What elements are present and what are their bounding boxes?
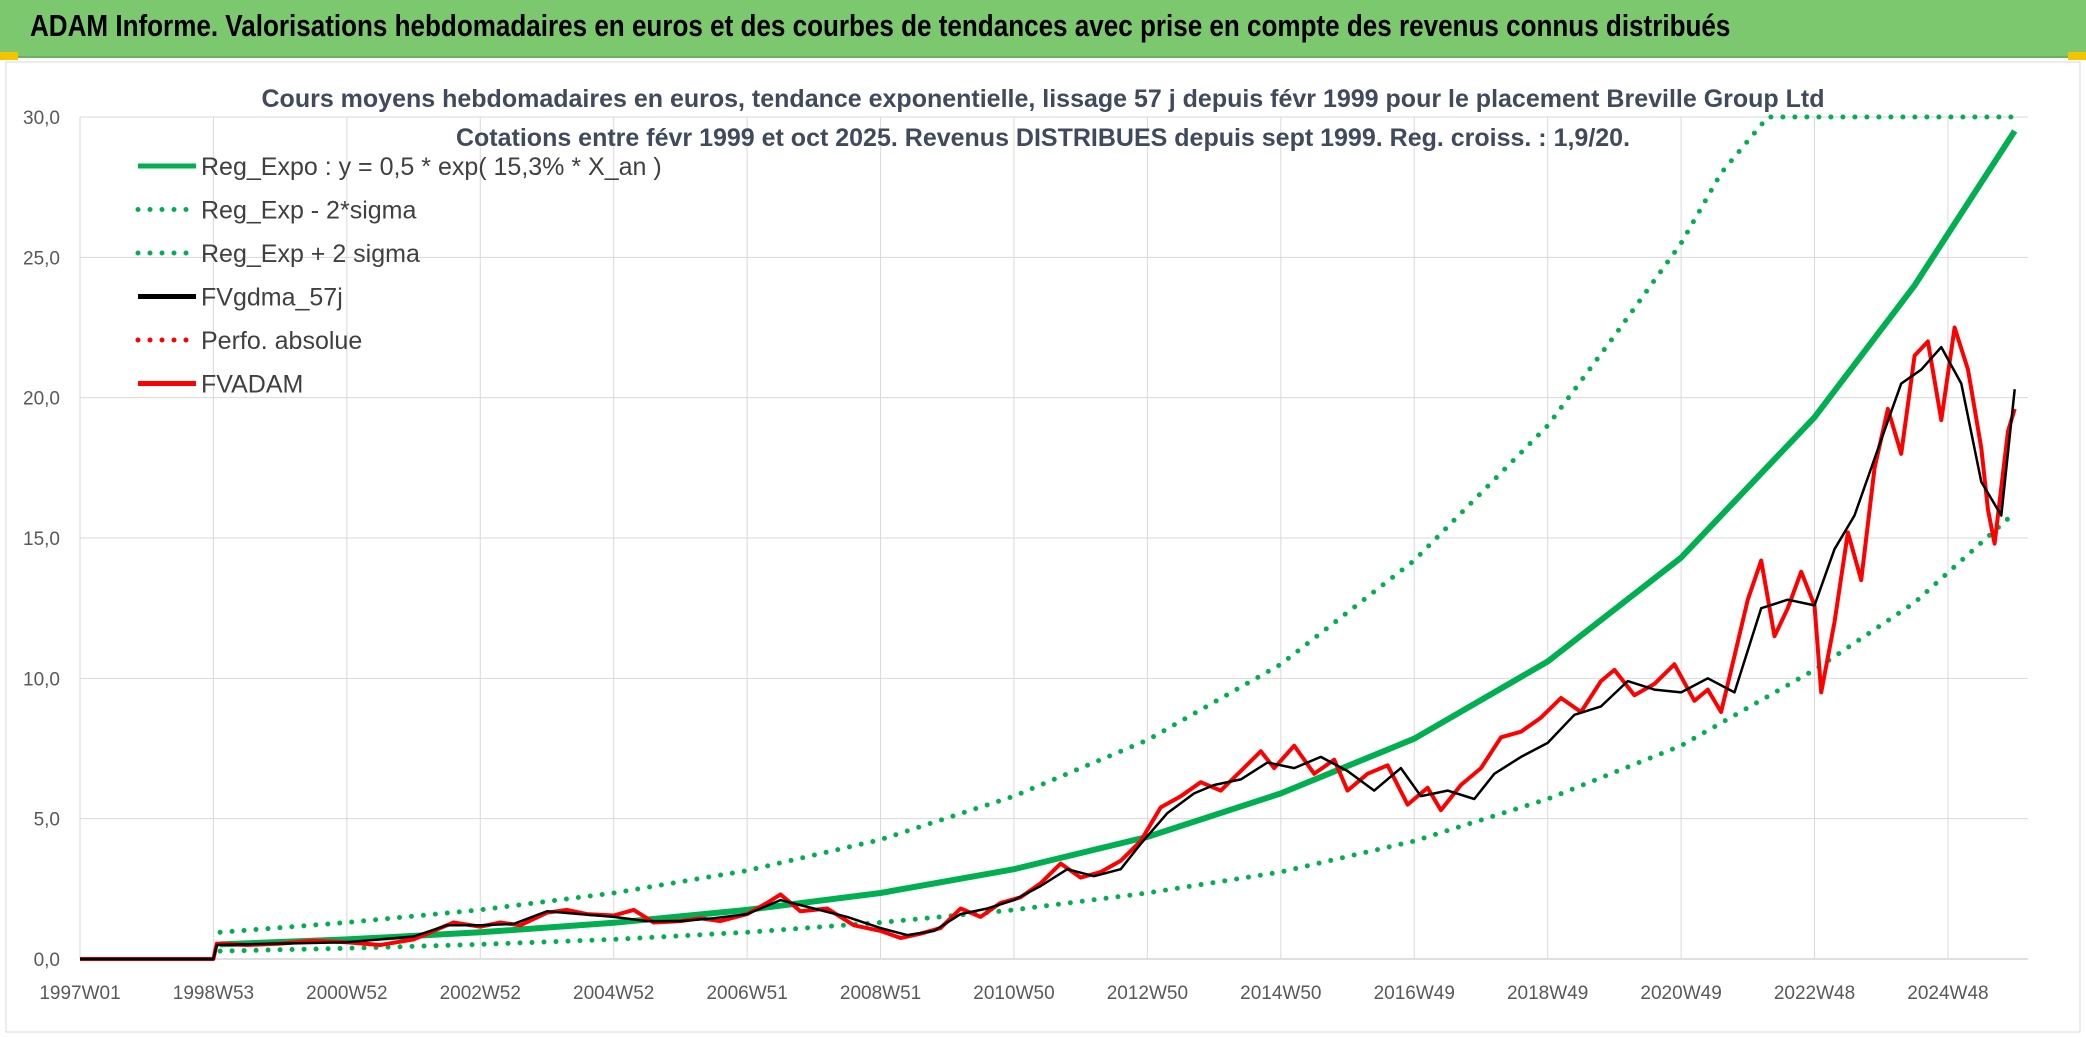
x-tick-label: 2018W49: [1507, 983, 1588, 1004]
x-tick-label: 2020W49: [1640, 983, 1721, 1004]
x-tick-label: 2002W52: [440, 983, 521, 1004]
legend: Reg_Expo : y = 0,5 * exp( 15,3% * X_an )…: [135, 153, 662, 399]
x-tick-label: 1997W01: [39, 983, 120, 1004]
chart-title: Cours moyens hebdomadaires en euros, ten…: [262, 85, 1825, 113]
corner-accent-left: [0, 52, 18, 60]
x-tick-label: 2000W52: [306, 983, 387, 1004]
x-tick-label: 2004W52: [573, 983, 654, 1004]
legend-label: Reg_Exp + 2 sigma: [201, 240, 420, 268]
y-axis-ticks: 0,0 5,0 10,0 15,0 20,0 25,0 30,0: [23, 108, 60, 971]
y-tick-label: 20,0: [23, 389, 60, 410]
x-tick-label: 2006W51: [706, 983, 787, 1004]
legend-label: Perfo. absolue: [201, 327, 362, 355]
report-title: ADAM Informe. Valorisations hebdomadaire…: [30, 8, 1731, 43]
x-tick-label: 2022W48: [1774, 983, 1855, 1004]
legend-label: Reg_Expo : y = 0,5 * exp( 15,3% * X_an ): [201, 153, 662, 181]
x-tick-label: 1998W53: [173, 983, 254, 1004]
series-line-3: [217, 114, 2018, 935]
legend-label: Reg_Exp - 2*sigma: [201, 197, 416, 225]
y-tick-label: 30,0: [23, 108, 60, 129]
chart: 0,0 5,0 10,0 15,0 20,0 25,0 30,0 1997W01 1998W5…: [5, 61, 2081, 1033]
gridlines: [79, 116, 2028, 960]
y-tick-label: 10,0: [23, 669, 60, 690]
corner-accent-right: [2068, 52, 2086, 60]
x-axis-ticks: 1997W01 1998W53 2000W52 2002W52 2004W52 2006W…: [39, 983, 1988, 1004]
x-tick-label: 2008W51: [840, 983, 921, 1004]
series-group: [80, 114, 2018, 961]
chart-area: [5, 61, 2081, 1033]
x-tick-label: 2012W50: [1107, 983, 1188, 1004]
legend-label: FVgdma_57j: [201, 284, 343, 312]
x-tick-label: 2010W50: [973, 983, 1054, 1004]
chart-subtitle: Cotations entre févr 1999 et oct 2025. R…: [456, 124, 1630, 152]
x-tick-label: 2014W50: [1240, 983, 1321, 1004]
y-tick-label: 15,0: [23, 529, 60, 550]
y-tick-label: 0,0: [34, 950, 60, 971]
y-tick-label: 25,0: [23, 248, 60, 269]
report-banner: ADAM Informe. Valorisations hebdomadaire…: [0, 0, 2086, 58]
legend-label: FVADAM: [201, 371, 303, 399]
series-line-4: [80, 345, 2016, 961]
x-tick-label: 2024W48: [1907, 983, 1988, 1004]
y-tick-label: 5,0: [34, 810, 60, 831]
x-tick-label: 2016W49: [1374, 983, 1455, 1004]
